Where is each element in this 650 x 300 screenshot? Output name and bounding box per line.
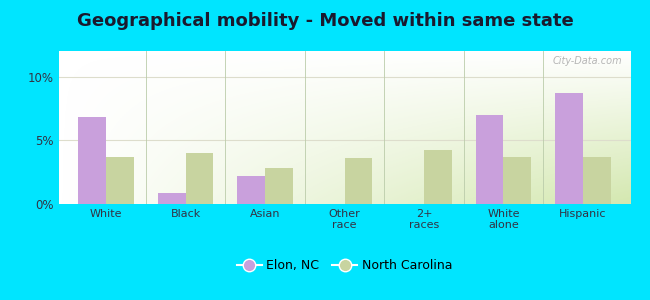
Bar [186, 153, 213, 204]
Bar [503, 157, 531, 204]
Bar [424, 151, 452, 204]
Bar [476, 115, 503, 204]
Bar [555, 93, 583, 204]
Bar [237, 176, 265, 204]
Text: Geographical mobility - Moved within same state: Geographical mobility - Moved within sam… [77, 12, 573, 30]
Bar [265, 168, 293, 204]
Bar [344, 158, 372, 204]
Legend: Elon, NC, North Carolina: Elon, NC, North Carolina [231, 254, 458, 277]
Bar [106, 157, 134, 204]
Bar [79, 117, 106, 204]
Text: City-Data.com: City-Data.com [552, 56, 622, 66]
Bar [583, 157, 610, 204]
Bar [158, 193, 186, 204]
